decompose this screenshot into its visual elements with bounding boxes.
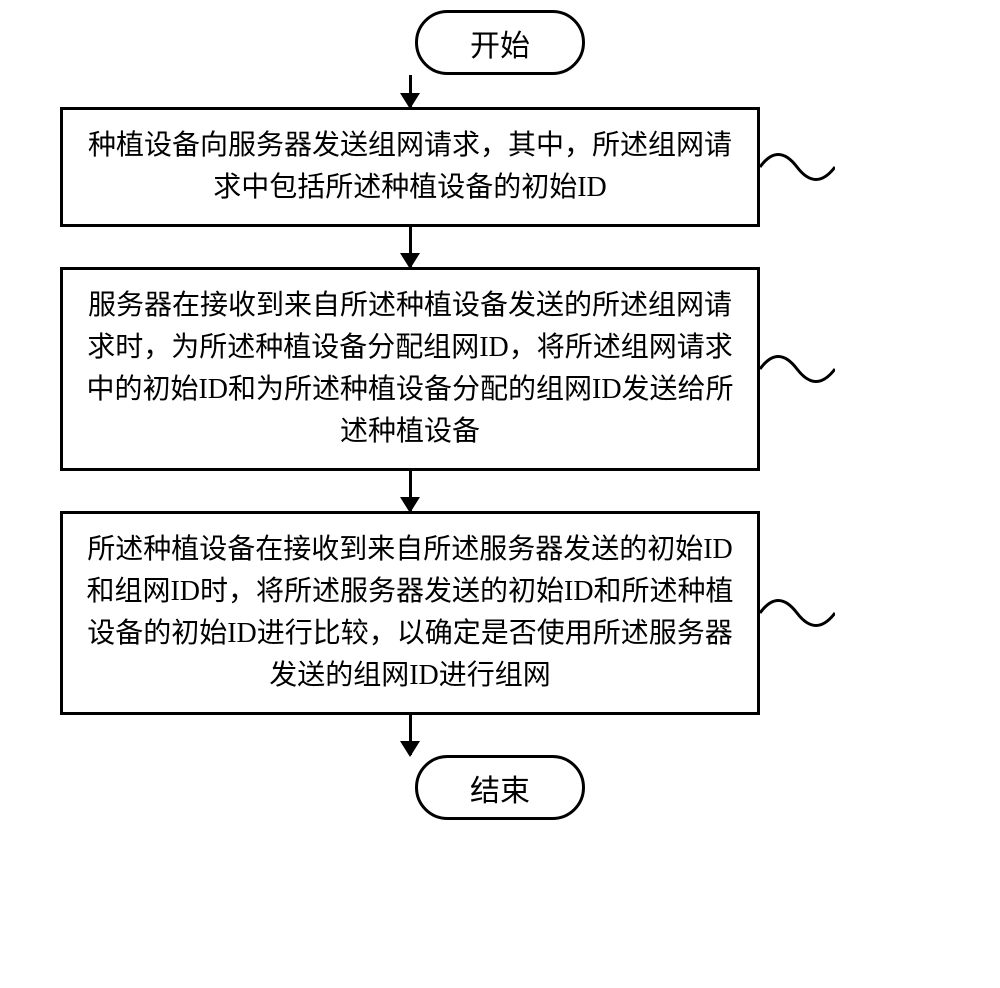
process-text: 服务器在接收到来自所述种植设备发送的所述组网请求时，为所述种植设备分配组网ID，…: [86, 290, 733, 447]
start-terminator: 开始: [415, 10, 585, 75]
arrow-down-icon: [409, 75, 412, 107]
connector-wave-icon: [760, 583, 835, 643]
connector-wave-icon: [760, 137, 835, 197]
arrow-down-icon: [409, 471, 412, 511]
process-box-106: 所述种植设备在接收到来自所述服务器发送的初始ID和组网ID时，将所述服务器发送的…: [60, 511, 760, 715]
process-text: 种植设备向服务器发送组网请求，其中，所述组网请求中包括所述种植设备的初始ID: [88, 130, 732, 203]
arrow-container: [60, 471, 760, 511]
end-label: 结束: [470, 766, 530, 810]
connector-wave-icon: [760, 339, 835, 399]
arrow-container: [60, 227, 760, 267]
flowchart-container: 开始 种植设备向服务器发送组网请求，其中，所述组网请求中包括所述种植设备的初始I…: [60, 10, 940, 820]
step-row-104: 服务器在接收到来自所述种植设备发送的所述组网请求时，为所述种植设备分配组网ID，…: [60, 267, 940, 471]
step-row-106: 所述种植设备在接收到来自所述服务器发送的初始ID和组网ID时，将所述服务器发送的…: [60, 511, 940, 715]
process-box-104: 服务器在接收到来自所述种植设备发送的所述组网请求时，为所述种植设备分配组网ID，…: [60, 267, 760, 471]
process-text: 所述种植设备在接收到来自所述服务器发送的初始ID和组网ID时，将所述服务器发送的…: [86, 534, 733, 691]
arrow-container: [60, 75, 760, 107]
start-label: 开始: [470, 21, 530, 65]
arrow-down-icon: [409, 227, 412, 267]
step-row-102: 种植设备向服务器发送组网请求，其中，所述组网请求中包括所述种植设备的初始ID 1…: [60, 107, 940, 227]
arrow-container: [60, 715, 760, 755]
end-terminator: 结束: [415, 755, 585, 820]
arrow-down-icon: [409, 715, 412, 755]
process-box-102: 种植设备向服务器发送组网请求，其中，所述组网请求中包括所述种植设备的初始ID: [60, 107, 760, 227]
